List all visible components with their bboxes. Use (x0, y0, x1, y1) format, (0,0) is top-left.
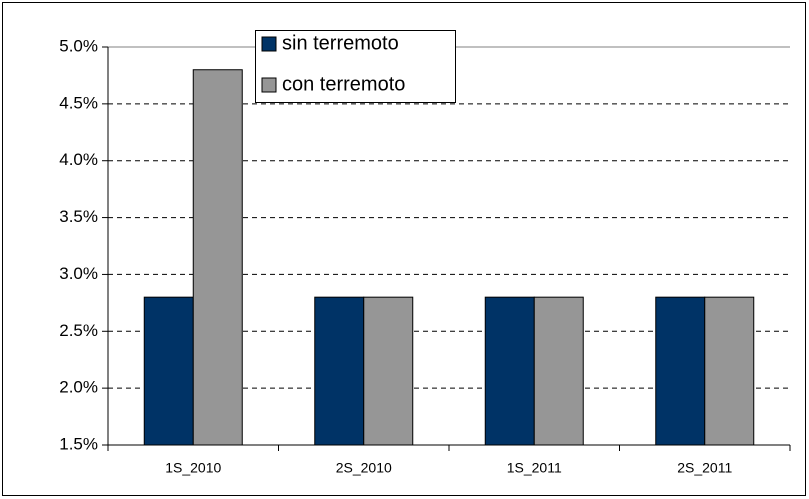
legend (255, 30, 456, 103)
y-tick-label: 4.0% (59, 150, 98, 169)
bar (192, 69, 243, 446)
y-tick-label: 2.0% (59, 378, 98, 397)
y-tick-label: 3.5% (59, 207, 98, 226)
x-tick-label: 2S_2010 (336, 460, 392, 476)
bar (533, 296, 584, 446)
bar (655, 296, 706, 446)
x-tick-label: 1S_2011 (507, 460, 562, 476)
bar (314, 296, 365, 446)
y-tick-label: 5.0% (59, 36, 98, 55)
bar (363, 296, 414, 446)
bar (484, 296, 535, 446)
legend-swatch (261, 36, 277, 52)
y-tick-label: 2.5% (59, 321, 98, 340)
bar (143, 296, 194, 446)
y-tick-label: 3.0% (59, 264, 98, 283)
y-tick-label: 1.5% (59, 434, 98, 453)
x-tick-label: 2S_2011 (677, 460, 732, 476)
legend-label: sin terremoto (282, 32, 399, 54)
x-tick-label: 1S_2010 (165, 460, 221, 476)
y-tick-label: 4.5% (59, 93, 98, 112)
legend-label: con terremoto (282, 73, 405, 95)
bar (704, 296, 755, 446)
legend-swatch (261, 77, 277, 93)
